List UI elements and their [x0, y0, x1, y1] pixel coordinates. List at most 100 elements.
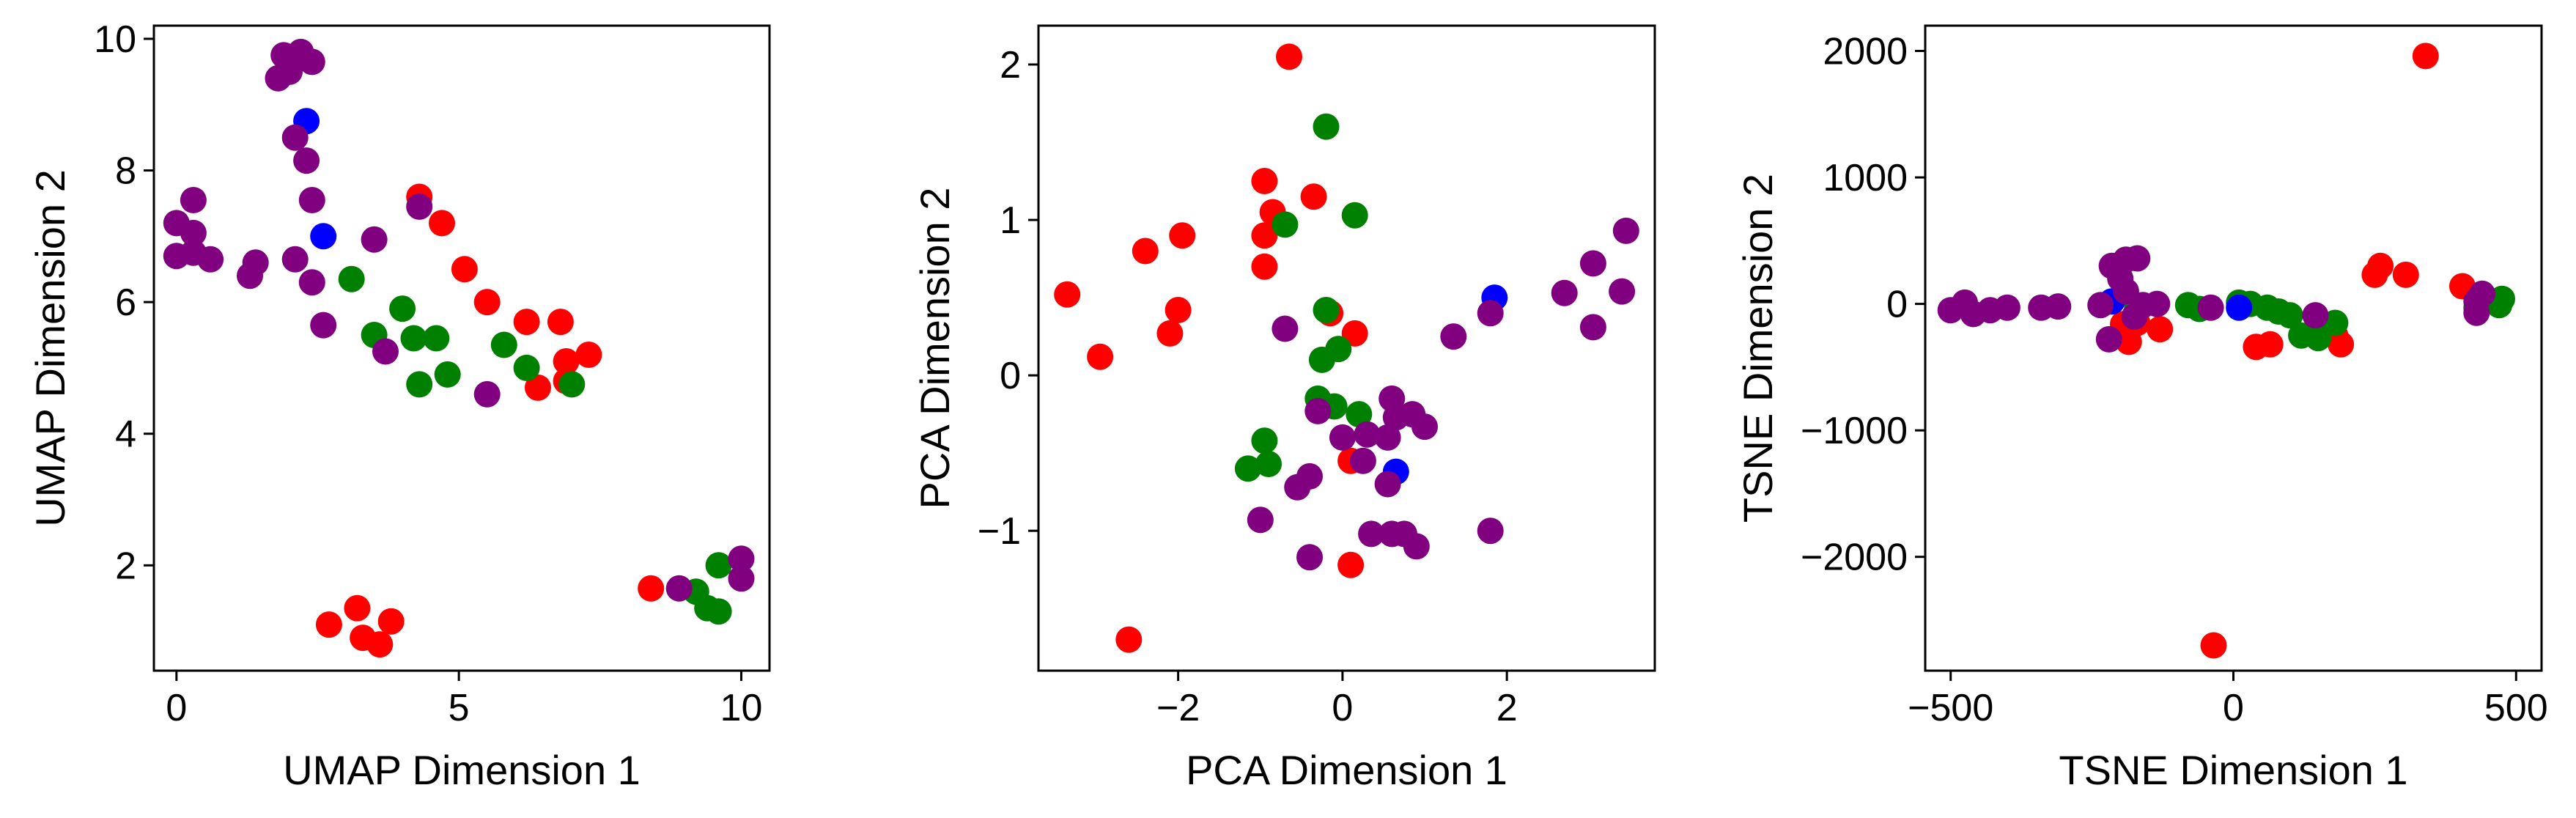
umap-point [281, 246, 309, 273]
pca-point [1234, 455, 1261, 482]
tsne-plot-frame [1924, 24, 2543, 672]
pca-plot-frame [1037, 24, 1656, 672]
umap-point [473, 380, 501, 408]
pca-point [1169, 222, 1196, 249]
pca-point [1156, 320, 1184, 347]
tsne-point [2489, 285, 2515, 312]
umap-scatter-panel: 0 5 10 2 4 6 8 10 UMAP Dimension 1 UMAP Dimension… [27, 18, 771, 793]
pca-point [1087, 343, 1114, 370]
umap-point [473, 289, 501, 316]
umap-point [276, 58, 303, 85]
tsne-x-tick-label: −500 [1908, 687, 1993, 729]
pca-point [1477, 517, 1504, 545]
pca-point [1255, 451, 1282, 477]
pca-point [1341, 320, 1368, 347]
tsne-point [2121, 303, 2148, 330]
pca-point [1304, 397, 1332, 424]
umap-point [400, 325, 427, 352]
umap-x-tick-label: 5 [449, 687, 470, 729]
tsne-point [2256, 331, 2284, 358]
tsne-point [2361, 261, 2388, 288]
tsne-y-axis-label: TSNE Dimension 2 [1735, 174, 1781, 523]
pca-point [1251, 168, 1278, 194]
umap-y-tick-label: 4 [115, 413, 136, 456]
umap-y-tick-label: 2 [115, 545, 136, 587]
umap-y-axis-label: UMAP Dimension 2 [27, 169, 73, 527]
pca-point [1341, 202, 1368, 229]
pca-point [1276, 43, 1302, 70]
tsne-points [1937, 43, 2515, 659]
umap-point [361, 226, 388, 253]
umap-point [298, 48, 325, 75]
umap-point [281, 124, 309, 151]
pca-scatter-panel: −2 0 2 −1 0 1 2 PCA Dimension 1 PCA Dimension 2 [912, 24, 1656, 793]
umap-point [344, 594, 371, 622]
umap-point [180, 219, 207, 246]
umap-point [366, 631, 394, 658]
umap-point [553, 348, 580, 375]
pca-y-tick-label: 2 [1000, 44, 1021, 86]
tsne-point [2412, 43, 2439, 70]
umap-point [377, 608, 405, 635]
pca-point [1272, 315, 1299, 342]
tsne-point [2200, 632, 2227, 659]
tsne-y-tick-label: −1000 [1801, 410, 1908, 452]
tsne-point [2392, 261, 2419, 288]
pca-point [1440, 323, 1467, 350]
tsne-point [2305, 325, 2332, 352]
umap-point [406, 193, 433, 220]
umap-point [197, 246, 224, 273]
tsne-point [2328, 331, 2355, 358]
umap-point [525, 374, 551, 401]
umap-point [180, 187, 207, 213]
umap-point [728, 565, 755, 592]
pca-y-tick-label: 1 [1000, 199, 1021, 242]
pca-point [1329, 424, 1356, 451]
tsne-point [2144, 290, 2171, 317]
umap-point [423, 325, 450, 352]
pca-point [1579, 314, 1606, 341]
umap-y-tick-label: 10 [94, 18, 136, 61]
umap-point [638, 575, 665, 602]
pca-point [1374, 424, 1401, 451]
pca-point [1609, 278, 1636, 305]
umap-point [451, 256, 478, 283]
tsne-x-tick-label: 500 [2484, 687, 2548, 729]
umap-point [547, 309, 574, 336]
umap-point [558, 371, 586, 398]
pca-x-tick-label: 0 [1332, 687, 1353, 729]
pca-point [1358, 520, 1385, 548]
tsne-point [2322, 309, 2349, 336]
umap-point [705, 598, 732, 625]
tsne-point [2124, 245, 2151, 272]
pca-point [1251, 253, 1278, 280]
tsne-y-tick-label: 2000 [1823, 31, 1908, 73]
pca-points [1054, 43, 1639, 653]
pca-y-tick-label: −1 [978, 510, 1021, 553]
pca-point [1346, 401, 1373, 428]
umap-point [338, 265, 365, 292]
umap-point [310, 312, 337, 339]
tsne-point [2045, 293, 2072, 320]
tsne-point [2115, 328, 2142, 355]
pca-point [1337, 551, 1365, 578]
pca-point [1374, 471, 1401, 498]
umap-plot-frame [152, 24, 771, 672]
tsne-point [2226, 294, 2253, 321]
tsne-point [1993, 294, 2020, 321]
pca-point [1411, 413, 1438, 441]
pca-point [1354, 421, 1381, 448]
pca-point [1403, 533, 1430, 560]
umap-point [575, 342, 602, 368]
umap-point [310, 223, 337, 250]
tsne-point [2095, 325, 2122, 353]
pca-point [1477, 300, 1504, 327]
umap-x-axis-label: UMAP Dimension 1 [283, 747, 641, 793]
umap-point [434, 361, 461, 388]
umap-point [298, 187, 325, 213]
umap-point [429, 210, 455, 237]
pca-point [1612, 217, 1639, 244]
umap-point [406, 371, 433, 398]
umap-point [372, 338, 399, 365]
tsne-point [2463, 299, 2490, 326]
